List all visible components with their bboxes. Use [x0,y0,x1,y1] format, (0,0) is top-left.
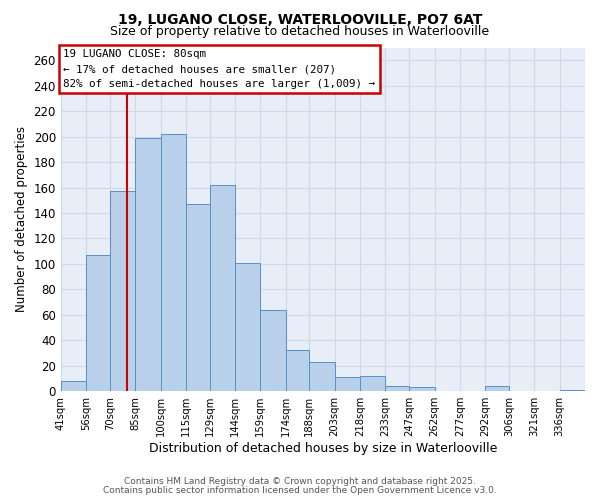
Bar [485,386,509,391]
Bar [235,262,260,391]
X-axis label: Distribution of detached houses by size in Waterlooville: Distribution of detached houses by size … [149,442,497,455]
Bar [260,310,286,391]
Text: Size of property relative to detached houses in Waterlooville: Size of property relative to detached ho… [110,25,490,38]
Text: 19 LUGANO CLOSE: 80sqm
← 17% of detached houses are smaller (207)
82% of semi-de: 19 LUGANO CLOSE: 80sqm ← 17% of detached… [64,49,376,89]
Bar [135,138,161,391]
Bar [186,204,209,391]
Bar [409,388,434,391]
Bar [310,362,335,391]
Bar [86,255,110,391]
Text: Contains public sector information licensed under the Open Government Licence v3: Contains public sector information licen… [103,486,497,495]
Bar [385,386,409,391]
Bar [161,134,186,391]
Bar [360,376,385,391]
Bar [335,377,360,391]
Bar [560,390,585,391]
Bar [286,350,310,391]
Y-axis label: Number of detached properties: Number of detached properties [15,126,28,312]
Text: 19, LUGANO CLOSE, WATERLOOVILLE, PO7 6AT: 19, LUGANO CLOSE, WATERLOOVILLE, PO7 6AT [118,12,482,26]
Bar [110,192,135,391]
Bar [61,381,86,391]
Text: Contains HM Land Registry data © Crown copyright and database right 2025.: Contains HM Land Registry data © Crown c… [124,477,476,486]
Bar [209,185,235,391]
